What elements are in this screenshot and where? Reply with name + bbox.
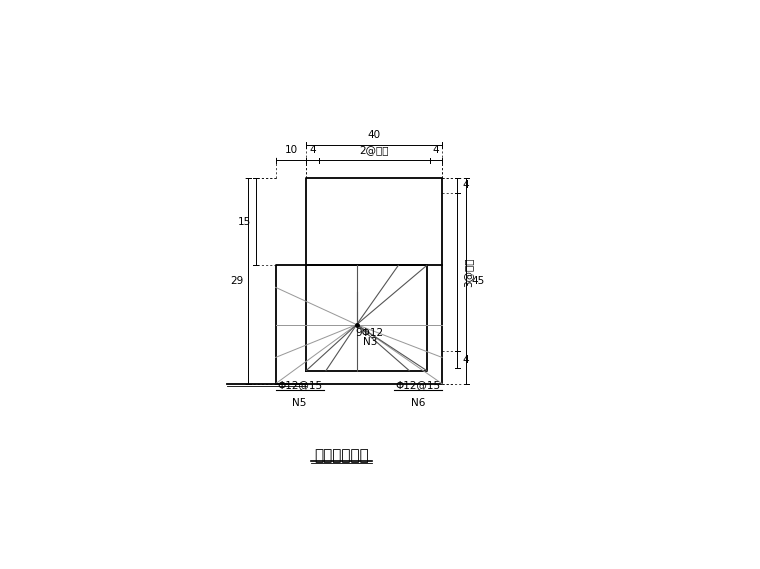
Text: N5: N5 [293,398,307,408]
Text: 10: 10 [284,145,297,155]
Text: N6: N6 [411,398,425,408]
Text: 40: 40 [368,130,381,140]
Text: 2@均布: 2@均布 [359,145,389,155]
Text: N3: N3 [363,337,377,347]
Text: 3@均布: 3@均布 [463,257,473,287]
Text: 边枕梁构造图: 边枕梁构造图 [314,448,369,464]
Text: 15: 15 [237,217,251,226]
Text: 45: 45 [471,276,485,286]
Text: 9Φ12: 9Φ12 [356,328,384,339]
Text: 4: 4 [463,354,469,365]
Text: Φ12@15: Φ12@15 [395,380,441,390]
Text: 29: 29 [230,276,243,286]
Text: 4: 4 [309,145,315,155]
Text: Φ12@15: Φ12@15 [277,380,322,390]
Text: 4: 4 [463,180,469,191]
Text: 4: 4 [432,145,439,155]
